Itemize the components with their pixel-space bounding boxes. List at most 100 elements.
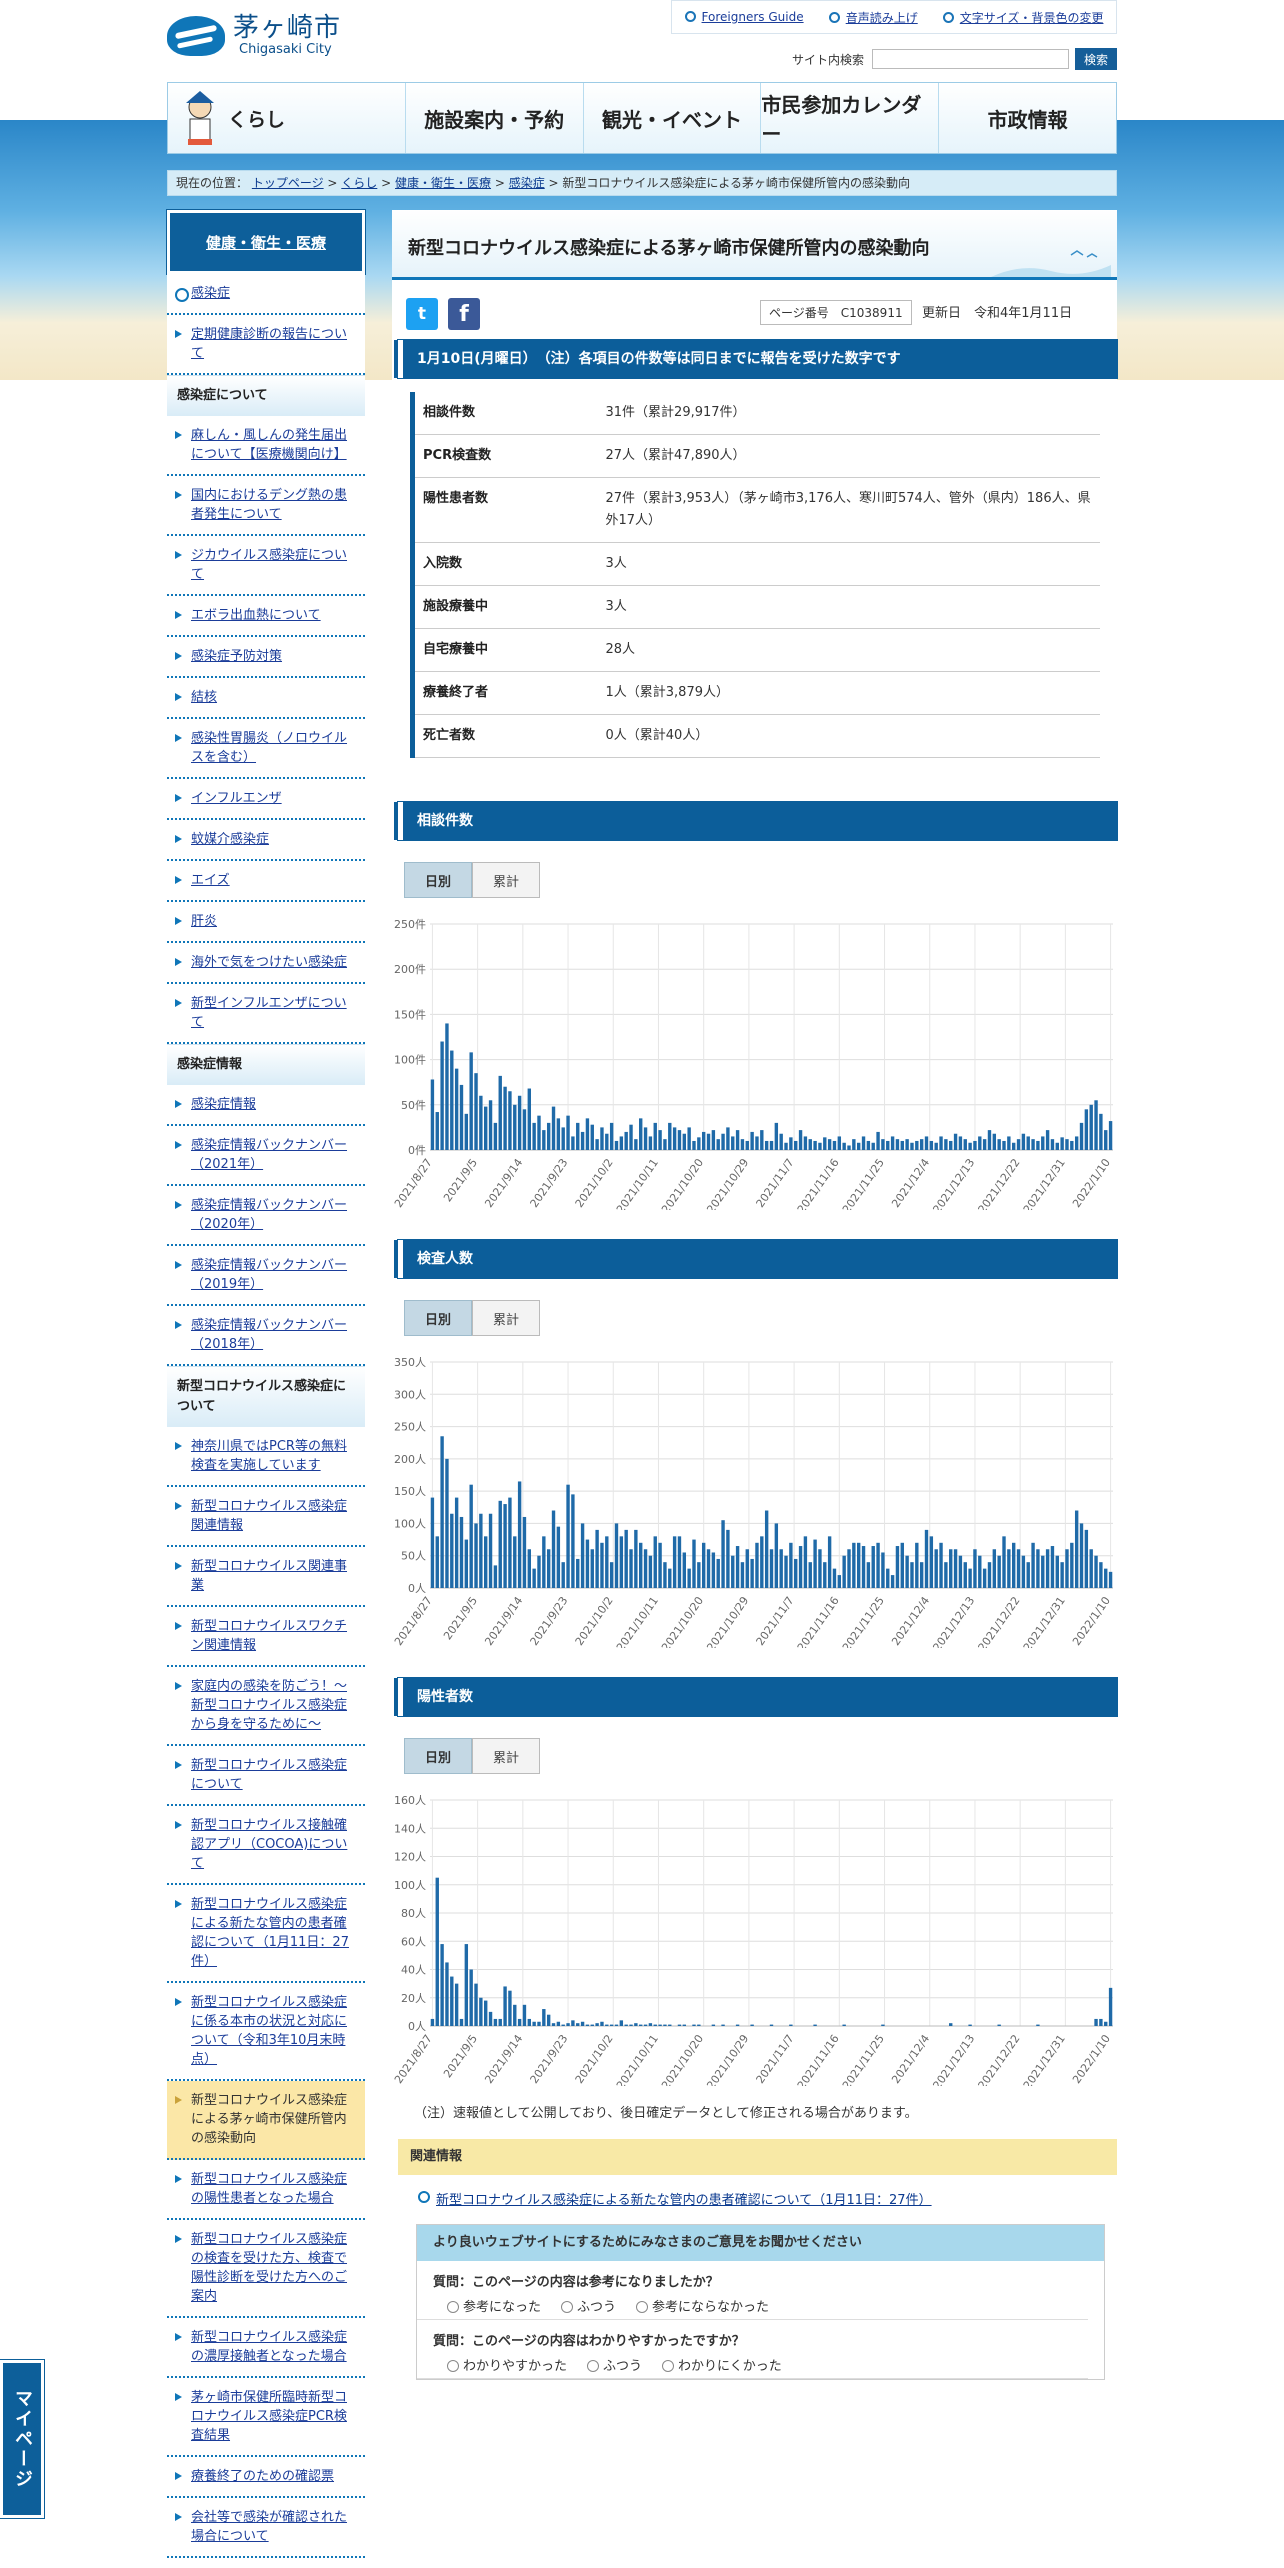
bar xyxy=(571,1136,575,1150)
sidebar-item[interactable]: 定期健康診断の報告について xyxy=(167,315,365,375)
bar xyxy=(813,2024,817,2026)
radio-option[interactable]: わかりにくかった xyxy=(662,2355,782,2374)
search-input[interactable] xyxy=(872,49,1069,69)
bar xyxy=(639,2024,643,2026)
radio-option[interactable]: ふつう xyxy=(587,2355,642,2374)
sidebar-item-label: 会社等で感染が確認された場合について xyxy=(191,2510,348,2544)
foreigners-guide-link[interactable]: Foreigners Guide xyxy=(701,10,804,24)
bar xyxy=(808,1562,812,1588)
bar xyxy=(479,1997,483,2026)
bar xyxy=(546,1549,551,1588)
stats-label: 入院数 xyxy=(410,542,598,586)
radio-option[interactable]: 参考になった xyxy=(447,2296,541,2315)
tab-cumulative[interactable]: 累計 xyxy=(472,1300,540,1336)
x-tick-label: 2022/1/10 xyxy=(1070,1594,1113,1648)
bar xyxy=(1016,1549,1021,1588)
bar xyxy=(469,1969,473,2026)
sidebar-item[interactable]: 麻しん・風しんの発生届出について【医療機関向け】 xyxy=(167,416,365,476)
search-button[interactable]: 検索 xyxy=(1075,48,1117,70)
bar xyxy=(939,1136,943,1150)
sidebar-item[interactable]: 新型コロナウイルスワクチン関連情報 xyxy=(167,1607,365,1667)
sidebar-item[interactable]: 新型コロナウイルス感染症について xyxy=(167,1746,365,1806)
tab-daily[interactable]: 日別 xyxy=(404,862,472,898)
sidebar-heading[interactable]: 健康・衛生・医療 xyxy=(166,209,366,275)
sidebar-item[interactable]: ジカウイルス感染症について xyxy=(167,536,365,596)
sidebar-item[interactable]: 新型コロナウイルス関連事業 xyxy=(167,1547,365,1607)
sidebar-item[interactable]: 感染症情報バックナンバー（2020年） xyxy=(167,1186,365,1246)
sidebar-item[interactable]: 新型コロナウイルス感染症に係る本市の状況と対応について（令和3年10月末時点） xyxy=(167,1983,365,2081)
sidebar-item-current[interactable]: 新型コロナウイルス感染症による茅ヶ崎市保健所管内の感染動向 xyxy=(167,2081,365,2160)
sidebar-item[interactable]: 茅ヶ崎市保健所臨時新型コロナウイルス感染症PCR検査結果 xyxy=(167,2378,365,2457)
city-logo[interactable]: 茅ヶ崎市 Chigasaki City xyxy=(167,14,341,58)
breadcrumb-link[interactable]: トップページ xyxy=(251,176,324,190)
sidebar-item[interactable]: エボラ出血熱について xyxy=(167,596,365,637)
sidebar-item[interactable]: 肝炎 xyxy=(167,902,365,943)
breadcrumb-link[interactable]: くらし xyxy=(341,176,378,190)
sidebar-item[interactable]: エイズ xyxy=(167,861,365,902)
sidebar-item[interactable]: インフルエンザ xyxy=(167,779,365,820)
bar xyxy=(769,1140,774,1150)
charts-area: 相談件数 日別 累計 0件 50件 100件 150件 200件 250件 2021/8/27 20… xyxy=(392,801,1118,2086)
stats-label: 自宅療養中 xyxy=(410,628,598,672)
sidebar-item[interactable]: 蚊媒介感染症 xyxy=(167,820,365,861)
twitter-share-icon[interactable]: t xyxy=(406,298,438,330)
sidebar-item[interactable]: 新型コロナウイルス感染症の検査を受けた方、検査で陽性診断を受けた方へのご案内 xyxy=(167,2220,365,2318)
bar xyxy=(624,1529,628,1588)
tab-cumulative[interactable]: 累計 xyxy=(472,1738,540,1774)
radio-option[interactable]: ふつう xyxy=(561,2296,616,2315)
sidebar-item[interactable]: 新型コロナウイルス感染症関連情報 xyxy=(167,1487,365,1547)
sidebar-item[interactable]: 新型コロナウイルス感染症の陽性患者となった場合 xyxy=(167,2160,365,2220)
sidebar-item[interactable]: 新型インフルエンザについて xyxy=(167,984,365,1044)
bar xyxy=(721,1520,725,1588)
sidebar-item[interactable]: 療養終了のための確認票 xyxy=(167,2457,365,2498)
sidebar-item[interactable]: 感染症情報バックナンバー（2018年） xyxy=(167,1306,365,1366)
read-aloud-link[interactable]: 音声読み上げ xyxy=(845,10,918,25)
bar xyxy=(789,1137,793,1150)
nav-item-calendar[interactable]: 市民参加カレンダー xyxy=(761,83,940,153)
breadcrumb-link[interactable]: 感染症 xyxy=(508,176,545,190)
sidebar-item[interactable]: 感染症情報バックナンバー（2021年） xyxy=(167,1126,365,1186)
page-wrapper: 茅ヶ崎市 Chigasaki City Foreigners Guide 音声読… xyxy=(166,0,1118,2568)
stats-value: 0人（累計40人） xyxy=(597,714,1100,758)
radio-option[interactable]: わかりやすかった xyxy=(447,2355,567,2374)
breadcrumb-link[interactable]: 健康・衛生・医療 xyxy=(395,176,492,190)
x-tick-label: 2021/12/4 xyxy=(889,1156,932,1210)
sidebar-item[interactable]: 国内におけるデング熱の患者発生について xyxy=(167,476,365,536)
sidebar-item[interactable]: 感染症情報バックナンバー（2019年） xyxy=(167,1246,365,1306)
nav-item-tourism[interactable]: 観光・イベント xyxy=(584,83,762,153)
mypage-button[interactable]: マイページ xyxy=(0,2359,45,2519)
nav-item-city-info[interactable]: 市政情報 xyxy=(939,83,1116,153)
sidebar-item[interactable]: 新型コロナウイルス接触確認アプリ（COCOA)について xyxy=(167,1806,365,1885)
tab-cumulative[interactable]: 累計 xyxy=(472,862,540,898)
radio-option[interactable]: 参考にならなかった xyxy=(636,2296,769,2315)
chart-section: 相談件数 日別 累計 0件 50件 100件 150件 200件 250件 2021/8/27 20… xyxy=(392,801,1118,1210)
sidebar-item-label: 新型コロナウイルス感染症関連情報 xyxy=(191,1499,348,1533)
text-size-link[interactable]: 文字サイズ・背景色の変更 xyxy=(959,10,1104,25)
nav-item-facilities[interactable]: 施設案内・予約 xyxy=(406,83,584,153)
sidebar-item[interactable]: 会社等で感染が確認された場合について xyxy=(167,2498,365,2558)
bar xyxy=(1108,1121,1113,1150)
sidebar-item[interactable]: 結核 xyxy=(167,678,365,719)
facebook-share-icon[interactable]: f xyxy=(448,298,480,330)
bar xyxy=(837,1575,842,1588)
related-link[interactable]: 新型コロナウイルス感染症による新たな管内の患者確認について（1月11日：27件） xyxy=(436,2193,932,2208)
bar xyxy=(648,2023,653,2026)
footnote: （注）速報値として公開しており、後日確定データとして修正される場合があります。 xyxy=(414,2106,918,2121)
bar xyxy=(668,2024,672,2026)
bar xyxy=(546,2014,551,2026)
bar xyxy=(764,1510,769,1588)
sidebar-item[interactable]: 感染症情報 xyxy=(167,1085,365,1126)
nav-item-kurashi[interactable]: くらし xyxy=(168,83,406,153)
tab-daily[interactable]: 日別 xyxy=(404,1738,472,1774)
bar xyxy=(450,1050,454,1150)
sidebar-item[interactable]: 新型コロナウイルス感染症による新たな管内の患者確認について（1月11日：27件） xyxy=(167,1885,365,1983)
sidebar-item[interactable]: 家庭内の感染を防ごう！～新型コロナウイルス感染症から身を守るために～ xyxy=(167,1667,365,1746)
sidebar-item[interactable]: 海外で気をつけたい感染症 xyxy=(167,943,365,984)
bar xyxy=(435,1536,439,1588)
tab-daily[interactable]: 日別 xyxy=(404,1300,472,1336)
sidebar-item[interactable]: 新型コロナウイルス感染症の濃厚接触者となった場合 xyxy=(167,2318,365,2378)
sidebar-item[interactable]: 神奈川県ではPCR等の無料検査を実施しています xyxy=(167,1427,365,1487)
sidebar-item[interactable]: 感染症 xyxy=(167,274,365,315)
sidebar-item[interactable]: 感染性胃腸炎（ノロウイルスを含む） xyxy=(167,719,365,779)
sidebar-item[interactable]: 感染症予防対策 xyxy=(167,637,365,678)
